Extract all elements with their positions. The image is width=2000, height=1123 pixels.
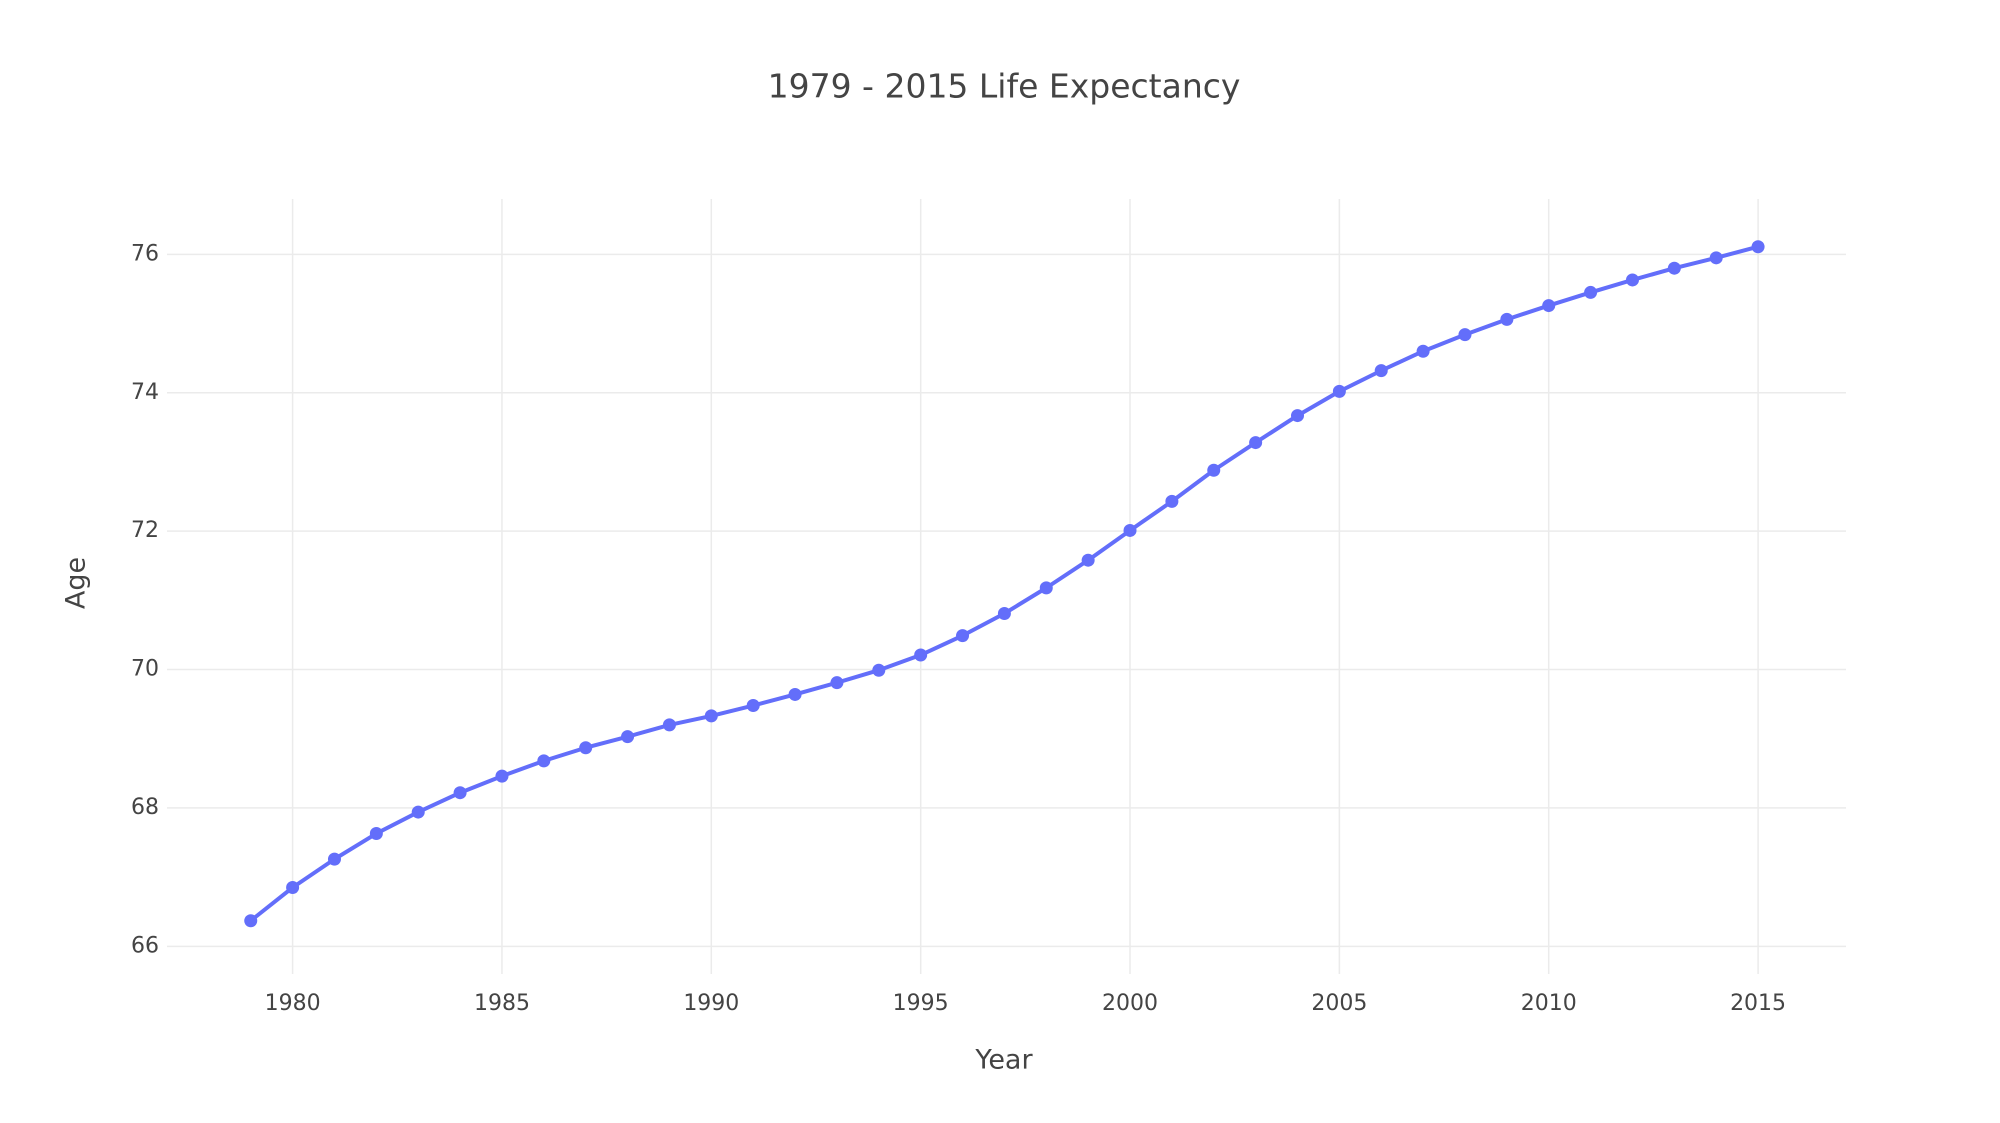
marker — [327, 852, 341, 866]
marker — [746, 699, 760, 713]
marker — [997, 606, 1011, 620]
y-tick-label: 70 — [131, 657, 159, 682]
marker — [830, 676, 844, 690]
marker — [956, 629, 970, 643]
marker — [453, 786, 467, 800]
marker — [1207, 463, 1221, 477]
y-axis-title: Age — [61, 557, 92, 609]
marker — [704, 709, 718, 723]
x-tick-label: 1980 — [265, 991, 321, 1016]
marker — [1165, 494, 1179, 508]
y-tick-label: 74 — [131, 380, 159, 405]
marker — [621, 730, 635, 744]
y-tick-label: 68 — [131, 795, 159, 820]
y-tick-label: 72 — [131, 518, 159, 543]
x-tick-label: 2005 — [1311, 991, 1367, 1016]
y-tick-label: 76 — [131, 241, 159, 266]
marker — [788, 687, 802, 701]
marker — [914, 648, 928, 662]
marker — [369, 827, 383, 841]
marker — [1374, 364, 1388, 378]
x-tick-label: 1995 — [893, 991, 949, 1016]
marker — [1542, 299, 1556, 313]
x-tick-label: 1985 — [474, 991, 530, 1016]
y-tick-label: 66 — [131, 933, 159, 958]
marker — [662, 718, 676, 732]
x-tick-label: 2000 — [1102, 991, 1158, 1016]
marker — [579, 741, 593, 755]
marker — [1458, 328, 1472, 342]
marker — [872, 663, 886, 677]
marker — [1584, 285, 1598, 299]
marker — [1751, 240, 1765, 254]
marker — [1249, 436, 1263, 450]
marker — [1667, 261, 1681, 275]
x-tick-label: 1990 — [683, 991, 739, 1016]
marker — [1123, 523, 1137, 537]
x-axis-title: Year — [974, 1045, 1033, 1076]
marker — [286, 881, 300, 895]
marker — [411, 805, 425, 819]
line — [249, 244, 1759, 923]
x-tick-label: 2015 — [1730, 991, 1786, 1016]
chart-title: 1979 - 2015 Life Expectancy — [768, 67, 1241, 106]
marker — [1625, 273, 1639, 287]
marker — [537, 754, 551, 768]
marker — [495, 769, 509, 783]
marker — [1039, 581, 1053, 595]
marker — [1332, 384, 1346, 398]
marker — [1290, 409, 1304, 423]
x-tick-label: 2010 — [1521, 991, 1577, 1016]
marker — [1500, 312, 1514, 326]
marker — [1709, 251, 1723, 265]
marker — [1081, 553, 1095, 567]
marker — [1416, 344, 1430, 358]
marker — [244, 914, 258, 928]
